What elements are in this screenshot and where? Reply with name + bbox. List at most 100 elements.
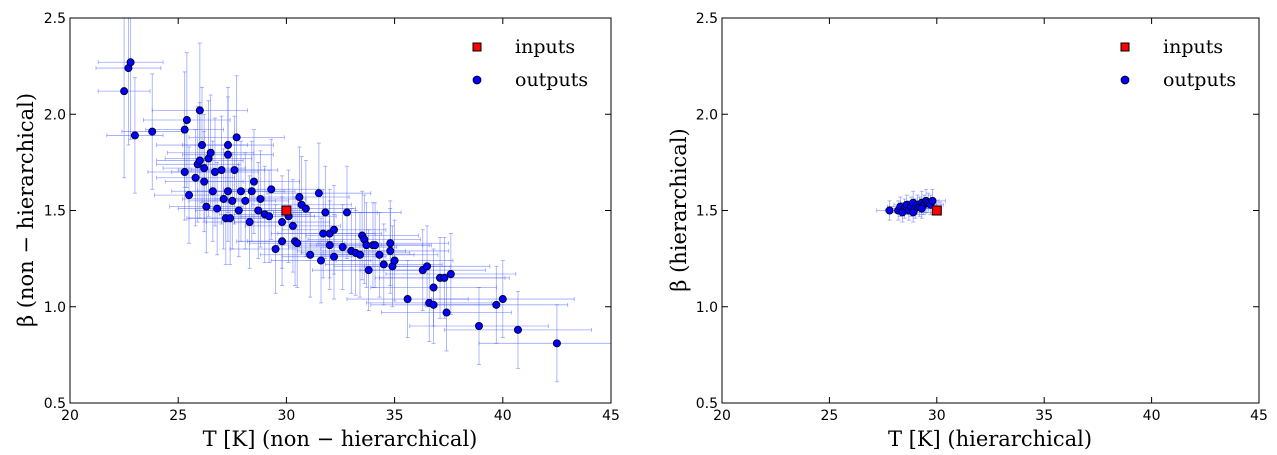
output-point	[226, 214, 235, 223]
axis-ticks: 20 25 30 35 40 45 0.5 1.0 1.5 2.0 2.5	[696, 11, 1268, 424]
output-point	[552, 339, 561, 348]
output-point	[301, 204, 310, 213]
output-point	[330, 252, 339, 261]
legend-outputs-label: outputs	[1163, 69, 1236, 91]
output-point	[249, 177, 258, 186]
output-point	[195, 106, 204, 115]
output-point	[498, 295, 507, 304]
output-point	[386, 246, 395, 255]
output-point	[191, 173, 200, 182]
y-axis-label: β (non − hierarchical)	[14, 93, 38, 327]
output-point	[241, 196, 250, 205]
x-tick-label: 20	[713, 408, 731, 424]
output-point	[180, 125, 189, 134]
output-point	[429, 283, 438, 292]
x-tick-label: 40	[1143, 408, 1161, 424]
data-markers	[885, 196, 942, 217]
output-point	[330, 225, 339, 234]
output-point	[288, 221, 297, 230]
output-point	[355, 250, 364, 259]
output-point	[195, 156, 204, 165]
x-tick-label: 35	[386, 408, 404, 424]
output-point	[278, 237, 287, 246]
output-point	[219, 194, 228, 203]
x-tick-label: 45	[1250, 408, 1268, 424]
y-tick-label: 2.0	[44, 107, 66, 123]
x-tick-label: 25	[169, 408, 187, 424]
y-axis-label: β (hierarchical)	[667, 128, 691, 291]
x-tick-label: 45	[602, 408, 620, 424]
x-axis-label: T [K] (hierarchical)	[888, 427, 1092, 451]
output-point	[403, 295, 412, 304]
output-point	[386, 239, 395, 248]
output-point	[314, 189, 323, 198]
y-tick-label: 2.0	[696, 107, 718, 123]
output-point	[208, 187, 217, 196]
y-tick-label: 1.0	[696, 300, 718, 316]
output-point	[474, 321, 483, 330]
output-point	[130, 131, 139, 140]
output-point	[338, 243, 347, 252]
output-point	[492, 300, 501, 309]
y-tick-label: 0.5	[44, 396, 66, 412]
data-markers	[120, 58, 561, 348]
output-point	[375, 250, 384, 259]
non-hierarchical-panel: 20 25 30 35 40 45 0.5 1.0 1.5 2.0 2.5 inputs output…	[14, 11, 620, 451]
output-point	[234, 206, 243, 215]
output-point	[223, 187, 232, 196]
output-point	[245, 218, 254, 227]
output-point	[230, 166, 239, 175]
output-point	[885, 206, 894, 215]
output-point	[513, 325, 522, 334]
legend-outputs-label: outputs	[515, 69, 588, 91]
output-point	[180, 167, 189, 176]
x-tick-label: 30	[277, 408, 295, 424]
output-point	[265, 212, 274, 221]
output-point	[306, 250, 315, 259]
x-tick-label: 25	[820, 408, 838, 424]
y-tick-label: 1.0	[44, 300, 66, 316]
legend-inputs-marker	[472, 42, 482, 52]
output-point	[185, 191, 194, 200]
x-axis-label: T [K] (non − hierarchical)	[203, 427, 478, 451]
output-point	[198, 141, 207, 150]
output-point	[440, 273, 449, 282]
output-point	[182, 116, 191, 125]
output-point	[254, 206, 263, 215]
legend-inputs-marker	[1120, 42, 1130, 52]
output-point	[429, 300, 438, 309]
output-point	[371, 241, 380, 250]
output-point	[423, 262, 432, 271]
output-point	[223, 141, 232, 150]
output-point	[223, 150, 232, 159]
input-point	[931, 205, 942, 216]
output-point	[202, 202, 211, 211]
y-tick-label: 1.5	[44, 204, 66, 220]
output-point	[917, 204, 926, 213]
output-point	[217, 166, 226, 175]
y-tick-label: 0.5	[696, 396, 718, 412]
output-point	[148, 127, 157, 136]
output-point	[325, 241, 334, 250]
output-point	[342, 208, 351, 217]
output-point	[278, 218, 287, 227]
x-tick-label: 20	[61, 408, 79, 424]
x-tick-label: 40	[494, 408, 512, 424]
output-point	[909, 208, 918, 217]
output-point	[446, 270, 455, 279]
output-point	[213, 204, 222, 213]
output-point	[364, 266, 373, 275]
output-point	[232, 133, 241, 142]
output-point	[379, 260, 388, 269]
output-point	[267, 185, 276, 194]
output-point	[928, 196, 937, 205]
output-point	[321, 208, 330, 217]
output-point	[293, 239, 302, 248]
output-point	[295, 193, 304, 202]
output-point	[442, 308, 451, 317]
output-point	[228, 196, 237, 205]
output-point	[247, 187, 256, 196]
output-point	[200, 164, 209, 173]
output-point	[126, 58, 135, 67]
